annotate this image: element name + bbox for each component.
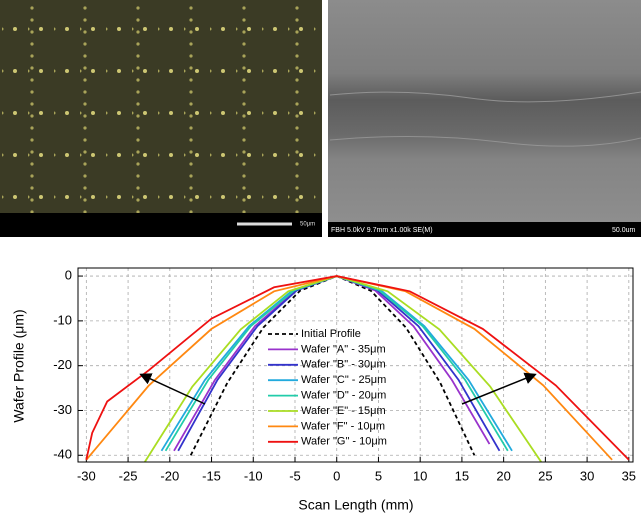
plot-frame [77, 267, 634, 463]
legend-label: Wafer "F" - 10μm [301, 420, 385, 432]
x-axis-label: Scan Length (mm) [298, 497, 413, 513]
legend-label: Wafer "C" - 25μm [301, 374, 386, 386]
x-tick-label: 35 [622, 468, 636, 483]
series-line [85, 275, 630, 461]
legend-label: Initial Profile [301, 328, 361, 340]
y-tick-label: 0 [65, 268, 72, 283]
x-tick-label: 10 [413, 468, 427, 483]
plot: -30 -25 -20 -15 -10 -5 0 5 10 15 20 25 30 35 0 -10 -20 -3… [53, 267, 636, 483]
sem-caption: FBH 5.0kV 9.7mm x1.00k SE(M) [331, 227, 433, 234]
x-tick-label: 5 [375, 468, 382, 483]
legend-label: Wafer "E" - 15μm [301, 405, 386, 417]
legend-label: Wafer "B" - 30μm [301, 359, 386, 371]
scale-label: 50.0um [612, 227, 636, 234]
x-tick-label: -5 [289, 468, 301, 483]
y-axis-label: Wafer Profile (μm) [11, 309, 27, 422]
x-tick-label: -30 [77, 468, 96, 483]
optical-image: 50μm [0, 0, 322, 237]
y-tick-label: -10 [53, 312, 72, 327]
x-tick-label: 25 [538, 468, 552, 483]
arrow [139, 373, 206, 405]
legend-label: Wafer "A" - 35μm [301, 343, 386, 355]
x-tick-label: -10 [244, 468, 263, 483]
x-tick-label: 20 [496, 468, 510, 483]
legend-label: Wafer "G" - 10μm [301, 436, 387, 448]
x-tick-label: 30 [580, 468, 594, 483]
x-tick-label: 0 [333, 468, 340, 483]
x-tick-label: 15 [455, 468, 469, 483]
x-tick-label: -25 [119, 468, 138, 483]
legend-label: Wafer "D" - 20μm [301, 390, 386, 402]
y-tick-label: -30 [53, 402, 72, 417]
x-tick-label: -20 [160, 468, 179, 483]
sem-image: FBH 5.0kV 9.7mm x1.00k SE(M) 50.0um [328, 0, 641, 237]
scale-label: 50μm [300, 222, 315, 228]
y-tick-label: -20 [53, 357, 72, 372]
arrow [461, 372, 537, 405]
y-tick-label: -40 [53, 447, 72, 462]
x-tick-label: -15 [202, 468, 221, 483]
